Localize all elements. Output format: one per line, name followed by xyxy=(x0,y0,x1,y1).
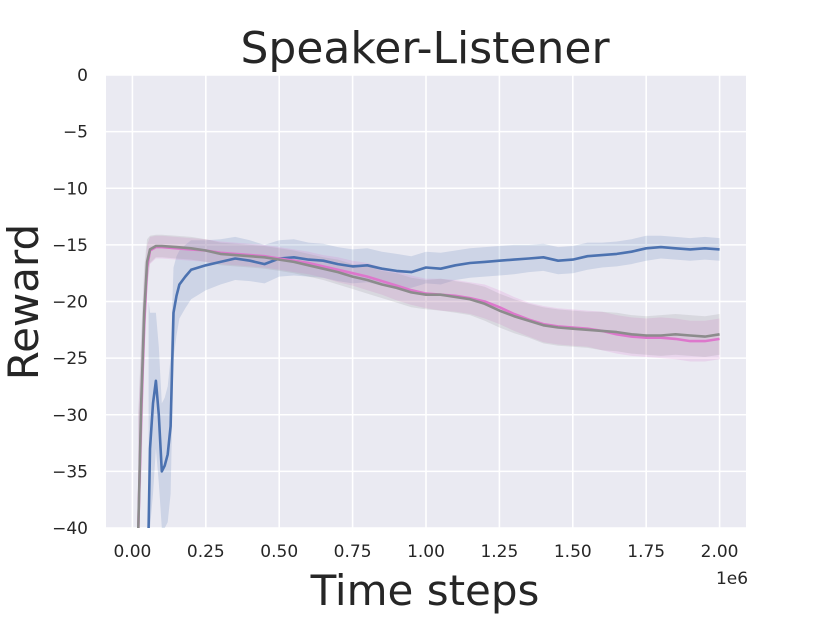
plot-area xyxy=(106,74,746,529)
x-tick-labels: 0.00 0.25 0.50 0.75 1.00 1.25 1.50 1.75 2.00 xyxy=(113,542,738,562)
y-tick-label: −15 xyxy=(52,236,88,256)
series-group xyxy=(137,234,720,528)
x-tick-label: 1.50 xyxy=(554,542,592,562)
y-tick-label: −30 xyxy=(52,406,88,426)
series-3-line xyxy=(137,244,720,528)
y-tick-labels: 0 −5 −10 −15 −20 −25 −30 −35 −40 xyxy=(52,66,88,539)
x-tick-label: 1.75 xyxy=(627,542,665,562)
x-tick-label: 1.00 xyxy=(407,542,445,562)
series-1-line xyxy=(147,245,720,528)
y-axis-label: Reward xyxy=(0,224,48,380)
x-offset-label: 1e6 xyxy=(716,569,748,589)
x-tick-label: 0.50 xyxy=(260,542,298,562)
x-tick-label: 0.00 xyxy=(113,542,151,562)
y-tick-label: −25 xyxy=(52,349,88,369)
y-tick-label: −40 xyxy=(52,519,88,539)
y-tick-label: 0 xyxy=(77,66,88,86)
x-tick-label: 0.75 xyxy=(334,542,372,562)
y-tick-label: −10 xyxy=(52,179,88,199)
x-axis-label: Time steps xyxy=(310,566,540,615)
y-tick-label: −20 xyxy=(52,293,88,313)
y-tick-label: −5 xyxy=(63,123,88,143)
chart-title: Speaker-Listener xyxy=(240,23,610,74)
x-tick-label: 0.25 xyxy=(187,542,225,562)
x-tick-label: 1.25 xyxy=(480,542,518,562)
x-tick-label: 2.00 xyxy=(701,542,739,562)
y-tick-label: −35 xyxy=(52,462,88,482)
